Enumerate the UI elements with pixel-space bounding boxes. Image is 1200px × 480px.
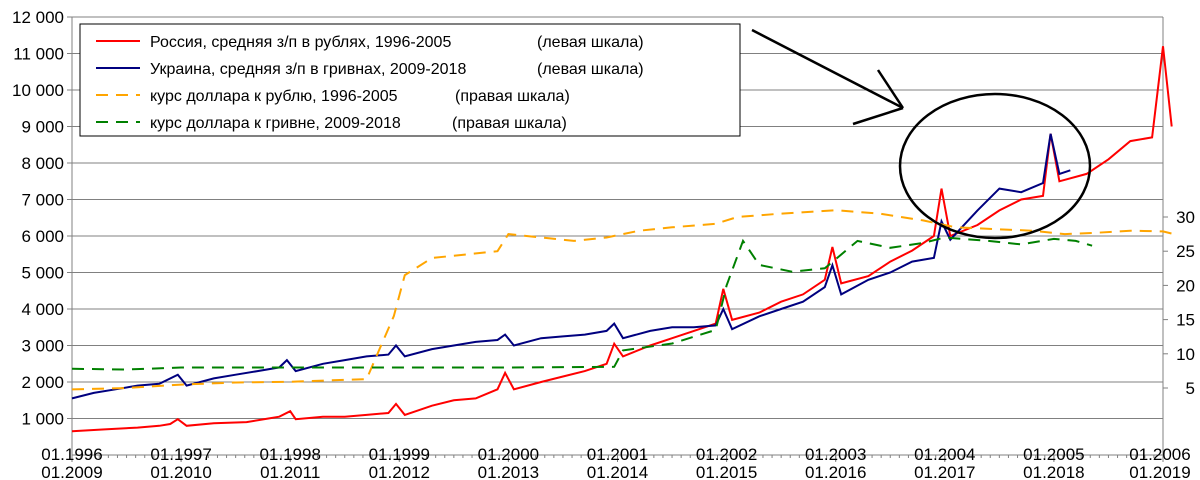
y-tick-label-left: 4 000 [21,300,64,319]
legend-label: курс доллара к рублю, 1996-2005 [150,88,398,105]
legend-label: Украина, средняя з/п в гривнах, 2009-201… [150,61,466,78]
series-line-3 [71,209,1175,391]
x-tick-label-top: 01.2006 [1129,445,1190,464]
annotation-arrow-shaft [751,28,904,110]
y-tick-label-left: 5 000 [21,264,64,283]
legend [79,23,741,137]
y-tick-label-right: 15 [1176,311,1195,330]
x-tick-label-bottom: 01.2009 [41,463,102,480]
legend-scale-label: (левая шкала) [537,61,644,78]
series-line-2 [71,133,1071,400]
x-tick-label-top: 01.1999 [369,445,430,464]
x-tick-label-top: 01.2001 [587,445,648,464]
x-tick-label-bottom: 01.2014 [587,463,648,480]
legend-scale-label: (правая шкала) [455,88,570,105]
annotation-arrow-head [852,106,904,126]
y-tick-label-left: 11 000 [13,45,64,64]
x-tick-label-bottom: 01.2017 [914,463,975,480]
series-line-1 [71,46,1173,433]
y-tick-label-right: 5 [1186,379,1195,398]
x-tick-label-bottom: 01.2011 [260,463,320,480]
x-tick-label-top: 01.2005 [1023,445,1084,464]
x-tick-label-bottom: 01.2010 [150,463,211,480]
x-tick-label-top: 01.2004 [914,445,975,464]
legend-label: Россия, средняя з/п в рублях, 1996-2005 [150,34,451,51]
x-tick-label-top: 01.1996 [41,445,102,464]
x-tick-label-top: 01.1998 [259,445,320,464]
x-tick-label-top: 01.2000 [478,445,539,464]
y-tick-label-left: 3 000 [21,337,64,356]
x-tick-label-bottom: 01.2016 [805,463,866,480]
legend-scale-label: (правая шкала) [452,115,567,132]
x-tick-label-top: 01.1997 [150,445,211,464]
y-tick-label-right: 30 [1176,208,1195,227]
legend-scale-label: (левая шкала) [537,34,644,51]
x-tick-label-bottom: 01.2013 [478,463,539,480]
y-tick-label-right: 20 [1176,276,1195,295]
annotation-arrow-head [876,69,905,109]
y-tick-label-left: 12 000 [12,8,64,27]
x-tick-label-bottom: 01.2015 [696,463,757,480]
x-tick-label-bottom: 01.2012 [369,463,430,480]
legend-label: курс доллара к гривне, 2009-2018 [150,115,401,132]
y-tick-label-right: 25 [1176,242,1195,261]
y-tick-label-left: 6 000 [21,227,64,246]
x-tick-label-bottom: 01.2019 [1129,463,1190,480]
x-tick-label-top: 01.2002 [696,445,757,464]
series-line-4 [71,236,1093,371]
y-tick-label-left: 7 000 [21,191,64,210]
y-tick-label-left: 1 000 [21,410,64,429]
y-tick-label-left: 10 000 [12,81,64,100]
x-tick-label-bottom: 01.2018 [1023,463,1084,480]
y-tick-label-left: 8 000 [21,154,64,173]
y-tick-label-right: 10 [1176,345,1195,364]
y-tick-label-left: 2 000 [21,373,64,392]
annotation-ellipse [898,92,1092,240]
x-tick-label-top: 01.2003 [805,445,866,464]
y-tick-label-left: 9 000 [21,118,64,137]
